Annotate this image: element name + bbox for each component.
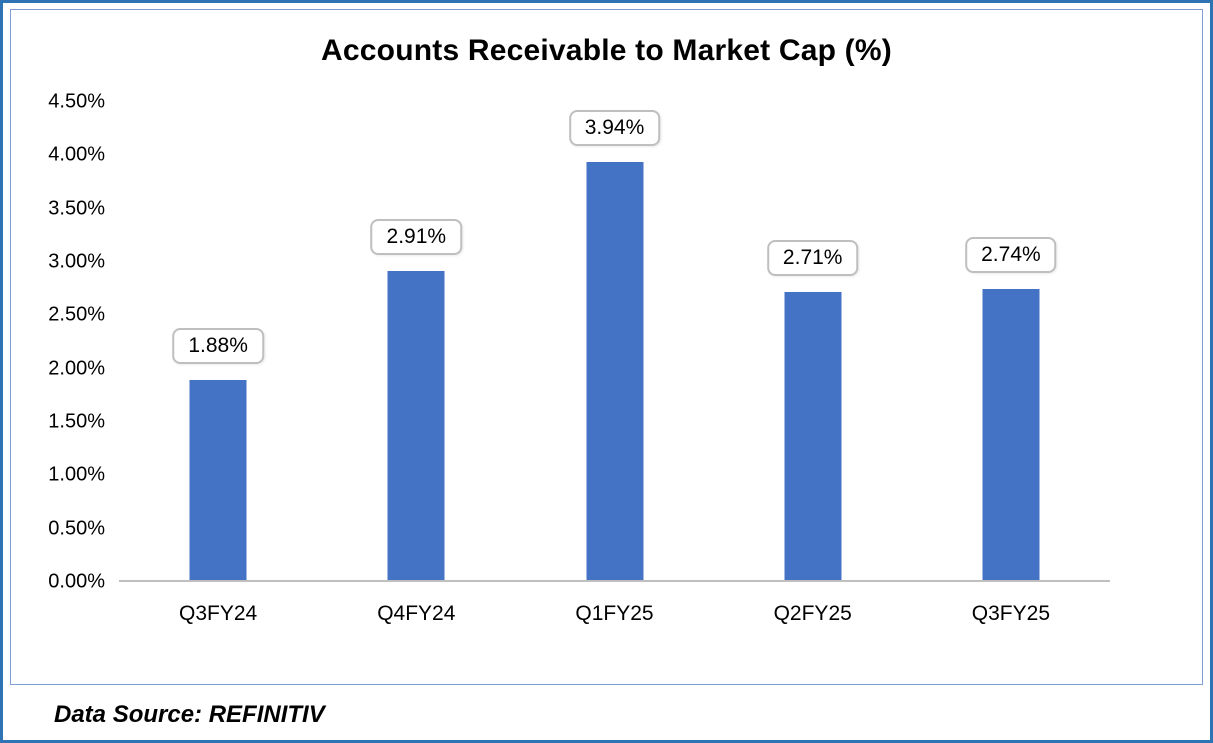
bar	[982, 288, 1040, 580]
x-category-label: Q1FY25	[575, 602, 654, 625]
x-category-label: Q2FY25	[773, 602, 852, 625]
bar	[387, 270, 445, 580]
y-tick-label: 1.50%	[48, 410, 105, 433]
bar	[586, 161, 643, 580]
y-tick-label: 0.50%	[48, 517, 105, 540]
y-axis: 4.50% 4.00% 3.50% 3.00% 2.50% 2.00% 1.50% 1.00%…	[11, 91, 119, 593]
plot-row: 4.50% 4.00% 3.50% 3.00% 2.50% 2.00% 1.50% 1.00%…	[11, 91, 1202, 593]
y-tick-label: 4.00%	[48, 143, 105, 166]
y-tick-label: 1.00%	[48, 463, 105, 486]
bar-value-label: 2.71%	[766, 240, 859, 277]
y-tick-label: 3.50%	[48, 197, 105, 220]
x-axis-labels: Q3FY24 Q4FY24 Q1FY25 Q2FY25 Q3FY25	[119, 582, 1202, 626]
bar	[189, 380, 247, 580]
y-tick-label: 2.00%	[48, 357, 105, 380]
bar-value-label: 2.74%	[965, 236, 1057, 273]
x-category-label: Q3FY25	[971, 602, 1051, 625]
y-tick-label: 4.50%	[48, 90, 105, 113]
bar	[784, 292, 842, 580]
bar-slot: 1.88%	[119, 102, 317, 580]
plot-area: 1.88% 2.91% 3.94% 2.71% 2.74%	[119, 102, 1110, 582]
y-tick-label: 3.00%	[48, 250, 105, 273]
chart-box: Accounts Receivable to Market Cap (%) 4.…	[10, 9, 1203, 685]
bar-value-label: 1.88%	[172, 328, 264, 365]
bar-slot: 2.71%	[714, 102, 912, 580]
bar-value-label: 3.94%	[568, 109, 661, 146]
bar-slot: 2.91%	[317, 102, 515, 580]
y-tick-label: 2.50%	[48, 303, 105, 326]
y-tick-label: 0.00%	[48, 570, 105, 593]
bar-slot: 2.74%	[912, 102, 1110, 580]
bar-slot: 3.94%	[515, 102, 713, 580]
data-source-note: Data Source: REFINITIV	[54, 701, 325, 728]
x-category-label: Q3FY24	[178, 602, 258, 625]
chart-title: Accounts Receivable to Market Cap (%)	[321, 34, 892, 67]
bar-value-label: 2.91%	[370, 218, 463, 255]
x-category-label: Q4FY24	[377, 602, 456, 625]
